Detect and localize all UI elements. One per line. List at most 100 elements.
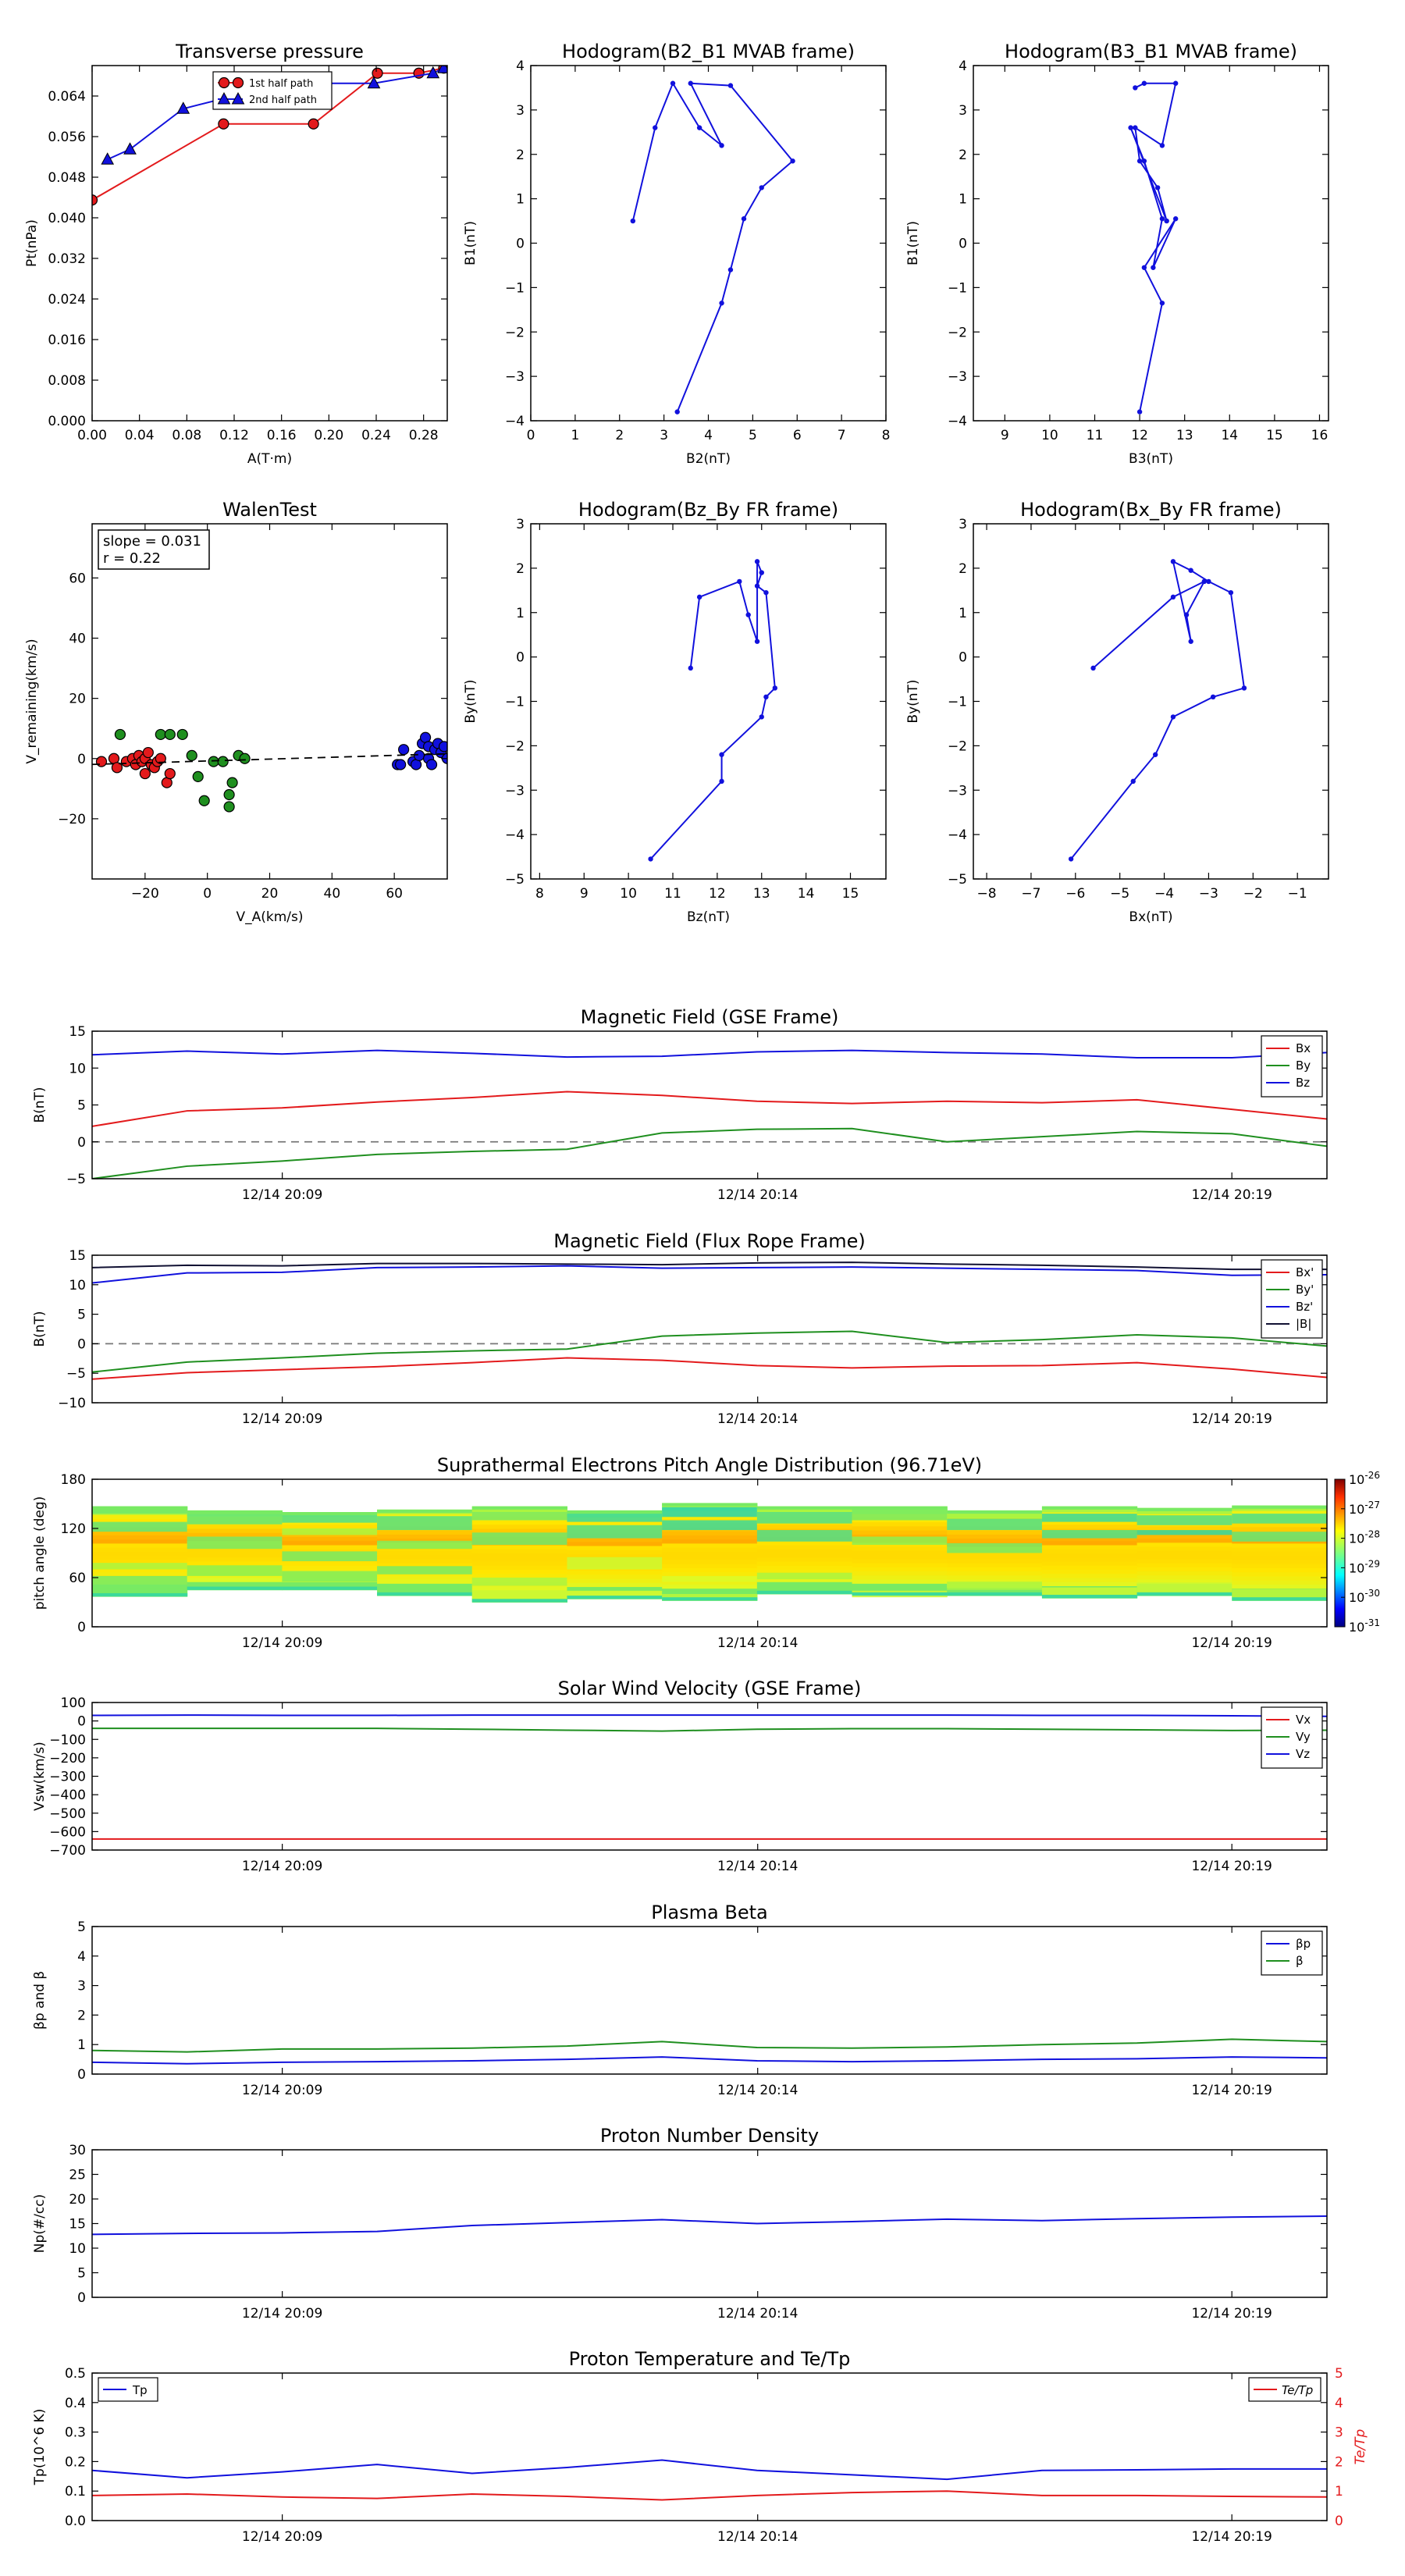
- y-tick-label: 0: [77, 1714, 86, 1730]
- y-tick-label: 0: [516, 650, 525, 666]
- heatmap-band: [377, 1516, 473, 1531]
- series-marker: [1170, 594, 1176, 600]
- heatmap-cell: [282, 1565, 378, 1570]
- series-marker: [653, 125, 658, 130]
- legend-label: β: [1296, 1954, 1304, 1968]
- heatmap-edge: [1041, 1506, 1138, 1510]
- plot-area: [1128, 80, 1179, 415]
- y-tick-label: −4: [505, 414, 525, 429]
- heatmap-edge: [567, 1596, 663, 1599]
- tp-chart: Transverse pressure 0.000 0.008 0.016 0.024 0…: [24, 41, 448, 467]
- colorbar-exponent: -29: [1364, 1558, 1380, 1569]
- heatmap-edge: [756, 1506, 853, 1510]
- fit-line: [92, 753, 447, 766]
- heatmap-cell: [852, 1579, 948, 1584]
- heatmap-cell: [1232, 1526, 1328, 1532]
- y-tick-label: −200: [49, 1751, 86, 1767]
- legend-label: Bx': [1296, 1265, 1314, 1279]
- series-marker: [1159, 143, 1165, 148]
- heatmap-cell: [187, 1528, 283, 1533]
- heatmap-cell: [852, 1550, 948, 1556]
- x-tick-label: −6: [1065, 886, 1085, 902]
- legend-label: 2nd half path: [249, 94, 317, 106]
- y-tick-label: 5: [77, 1098, 86, 1114]
- y-tick-label: 0.008: [48, 373, 86, 389]
- heatmap-cell: [756, 1507, 853, 1513]
- series-marker: [630, 218, 636, 224]
- plot-frame: [91, 1926, 1328, 2075]
- heatmap-band: [471, 1578, 567, 1586]
- series-marker: [648, 856, 653, 862]
- heatmap-cell: [92, 1518, 188, 1524]
- plot-frame: [91, 65, 448, 422]
- heatmap-cell: [1136, 1509, 1232, 1514]
- heatmap-cell: [947, 1538, 1043, 1543]
- y-tick-label: 60: [69, 571, 86, 586]
- y-tick-label: −4: [948, 414, 967, 429]
- plot-frame: [973, 523, 1329, 880]
- heatmap-cell: [1136, 1542, 1232, 1547]
- heatmap-band: [187, 1514, 283, 1525]
- time-tick-label: 12/14 20:19: [1191, 2083, 1272, 2098]
- y-tick-label: 3: [959, 103, 967, 119]
- heatmap-cell: [852, 1546, 948, 1551]
- scatter-point: [114, 728, 126, 741]
- y-tick-label: 1: [516, 192, 525, 208]
- time-tick-label: 12/14 20:09: [242, 2306, 322, 2322]
- heatmap-band: [471, 1532, 567, 1545]
- time-tick-label: 12/14 20:09: [242, 2083, 322, 2098]
- heatmap-cell: [662, 1542, 758, 1548]
- series-marker: [688, 80, 693, 86]
- heatmap-cell: [567, 1537, 663, 1542]
- x-tick-label: 13: [1176, 428, 1193, 443]
- x-tick-label: 20: [261, 886, 279, 902]
- series-marker: [741, 216, 747, 222]
- heatmap-cell: [852, 1583, 948, 1589]
- heatmap-cell: [567, 1546, 663, 1550]
- series-marker: [696, 594, 702, 600]
- heatmap-cell: [1136, 1567, 1232, 1572]
- pad-chart: Suprathermal Electrons Pitch Angle Distr…: [32, 1454, 1380, 1651]
- heatmap-cell: [852, 1534, 948, 1539]
- time-tick-label: 12/14 20:14: [717, 1635, 798, 1651]
- heatmap-cell: [92, 1542, 188, 1548]
- plot-area: [92, 1261, 1327, 1380]
- heatmap-band: [92, 1506, 188, 1514]
- y-tick-label: −3: [948, 369, 967, 385]
- series-marker: [1201, 578, 1207, 585]
- heatmap-cell: [1041, 1520, 1138, 1525]
- heatmap-edge: [662, 1503, 758, 1507]
- x-tick-label: 16: [1311, 428, 1329, 443]
- time-tick-label: 12/14 20:09: [242, 1635, 322, 1651]
- plot-frame: [91, 2372, 1328, 2521]
- heatmap-cell: [1232, 1564, 1328, 1568]
- heatmap-cell: [1136, 1525, 1232, 1531]
- series-marker: [1241, 685, 1247, 691]
- heatmap-cell: [662, 1564, 758, 1568]
- heatmap-cell: [1136, 1558, 1232, 1564]
- y-tick-label: 0: [77, 1135, 86, 1151]
- series-marker: [790, 158, 795, 164]
- heatmap-cell: [92, 1555, 188, 1560]
- y-tick-label: 0.064: [48, 89, 86, 105]
- y-tick-label: −2: [505, 325, 525, 340]
- colorbar-tick-label: 10-29: [1349, 1558, 1380, 1575]
- y-tick-label: −1: [948, 280, 967, 296]
- y-tick-label: 2: [959, 148, 967, 163]
- y-tick-label: 0.2: [65, 2454, 86, 2470]
- heatmap-edge: [1232, 1597, 1328, 1601]
- heatmap-band: [567, 1512, 663, 1522]
- y-tick-label: −2: [948, 325, 967, 340]
- y-tick-label: −5: [505, 872, 525, 888]
- x-tick-label: 0.24: [361, 428, 391, 443]
- plot-area: [92, 2459, 1327, 2501]
- heatmap-cell: [1041, 1569, 1138, 1574]
- series-line: [92, 2056, 1327, 2065]
- heatmap-cell: [662, 1531, 758, 1535]
- heatmap-edge: [187, 1510, 283, 1514]
- series-marker: [688, 665, 693, 671]
- heatmap-cell: [377, 1574, 473, 1580]
- heatmap-cell: [947, 1563, 1043, 1567]
- x-tick-label: 8: [882, 428, 891, 443]
- heatmap-cell: [756, 1569, 853, 1574]
